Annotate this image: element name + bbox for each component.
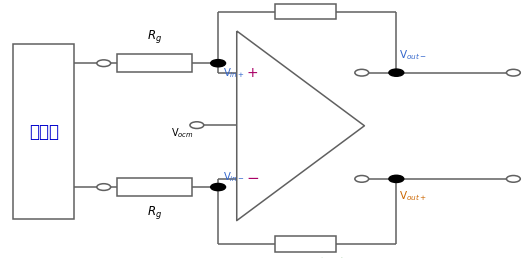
Text: R$_f$: R$_f$: [256, 257, 270, 258]
Text: V$_{out+}$: V$_{out+}$: [399, 189, 427, 203]
Text: V$_{in+}$: V$_{in+}$: [223, 66, 245, 79]
Text: R$_g$: R$_g$: [147, 204, 162, 221]
Bar: [276, 236, 336, 252]
Bar: [13, 44, 74, 219]
Bar: [276, 4, 336, 19]
Text: +: +: [247, 66, 259, 80]
Circle shape: [211, 183, 226, 191]
Circle shape: [389, 69, 404, 76]
Circle shape: [211, 60, 226, 67]
Text: R$_g$: R$_g$: [147, 28, 162, 45]
Text: 信号源: 信号源: [29, 123, 59, 141]
Text: −: −: [246, 171, 259, 186]
Text: V$_{ocm}$: V$_{ocm}$: [171, 126, 194, 140]
Text: www.cntronics.com: www.cntronics.com: [283, 257, 378, 258]
Circle shape: [389, 175, 404, 182]
Bar: [117, 178, 192, 196]
Bar: [117, 54, 192, 72]
Text: V$_{in-}$: V$_{in-}$: [223, 171, 245, 184]
Text: V$_{out-}$: V$_{out-}$: [399, 49, 427, 62]
